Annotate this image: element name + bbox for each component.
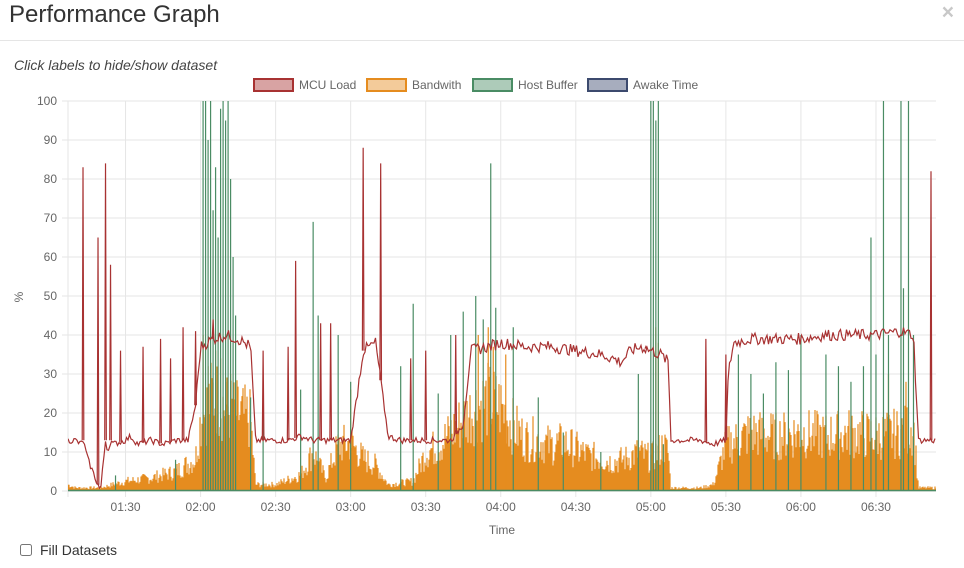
y-tick-label: 100 xyxy=(37,94,57,108)
modal-header: Performance Graph × xyxy=(0,0,964,41)
mcu-load-spike xyxy=(724,354,728,441)
mcu-load-spike xyxy=(424,350,428,441)
x-tick-label: 03:30 xyxy=(411,500,441,514)
x-tick-label: 01:30 xyxy=(111,500,141,514)
mcu-load-spike xyxy=(294,260,298,438)
x-tick-label: 05:00 xyxy=(636,500,666,514)
mcu-load-spike xyxy=(379,163,383,381)
mcu-load-spike xyxy=(194,331,197,406)
fill-datasets-toggle[interactable]: Fill Datasets xyxy=(18,542,117,558)
x-tick-label: 05:30 xyxy=(711,500,741,514)
legend-item: Host Buffer xyxy=(518,78,578,92)
x-tick-label: 04:30 xyxy=(561,500,591,514)
mcu-load-spike xyxy=(104,163,107,441)
x-tick-label: 02:30 xyxy=(261,500,291,514)
mcu-load-spike xyxy=(119,350,122,442)
legend-swatch xyxy=(472,78,513,92)
mcu-load-spike xyxy=(159,338,162,444)
y-tick-label: 10 xyxy=(44,445,58,459)
mcu-load-spike xyxy=(361,147,365,351)
mcu-load-spike xyxy=(704,338,708,442)
fill-datasets-label: Fill Datasets xyxy=(40,542,118,558)
mcu-load-spike xyxy=(81,167,85,441)
mcu-load-spike xyxy=(211,319,215,339)
close-icon[interactable]: × xyxy=(941,1,954,24)
y-tick-label: 60 xyxy=(44,250,58,264)
x-tick-label: 06:00 xyxy=(786,500,816,514)
legend-swatch xyxy=(366,78,407,92)
mcu-load-spike xyxy=(96,237,100,485)
legend-hint: Click labels to hide/show dataset xyxy=(14,57,218,73)
x-axis-title: Time xyxy=(489,523,516,537)
fill-datasets-checkbox[interactable] xyxy=(20,544,32,556)
mcu-load-spike xyxy=(141,346,145,443)
mcu-load-spike xyxy=(261,350,265,441)
modal-title: Performance Graph xyxy=(9,1,220,28)
y-tick-label: 0 xyxy=(50,484,57,498)
mcu-load-spike xyxy=(181,327,185,441)
mcu-load-spike xyxy=(329,323,333,441)
plot-area xyxy=(68,101,936,492)
y-tick-label: 50 xyxy=(44,289,58,303)
mcu-load-spike xyxy=(454,334,458,435)
y-tick-label: 70 xyxy=(44,211,58,225)
y-tick-label: 90 xyxy=(44,133,58,147)
x-tick-label: 06:30 xyxy=(861,500,891,514)
mcu-load-spike xyxy=(319,323,323,441)
y-tick-label: 30 xyxy=(44,367,58,381)
mcu-load-spike xyxy=(644,345,648,349)
legend-item: Awake Time xyxy=(633,78,698,92)
mcu-load-spike xyxy=(409,358,413,441)
x-tick-label: 04:00 xyxy=(486,500,516,514)
mcu-load-spike xyxy=(109,264,112,441)
y-tick-label: 20 xyxy=(44,406,58,420)
legend-swatch xyxy=(253,78,294,92)
mcu-load-spike xyxy=(169,358,172,442)
y-tick-label: 80 xyxy=(44,172,58,186)
x-tick-label: 02:00 xyxy=(186,500,216,514)
mcu-load-spike xyxy=(286,346,290,441)
legend-item: MCU Load xyxy=(299,78,356,92)
y-axis-title: % xyxy=(12,291,26,302)
legend-swatch xyxy=(587,78,628,92)
mcu-load-spike xyxy=(929,171,933,441)
x-tick-label: 03:00 xyxy=(336,500,366,514)
y-tick-label: 40 xyxy=(44,328,58,342)
bandwith-series xyxy=(68,362,936,491)
legend-item: Bandwith xyxy=(412,78,461,92)
